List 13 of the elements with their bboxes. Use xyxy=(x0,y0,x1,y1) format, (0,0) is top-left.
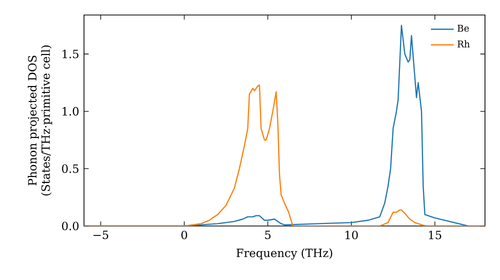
x-tick-label: 10 xyxy=(346,230,358,240)
y-tick-label: 1.0 xyxy=(62,107,79,116)
y-axis-title: Phonon projected DOS (States/THz·primitive cell) xyxy=(28,46,52,196)
x-tick-label: 5 xyxy=(265,230,271,240)
x-tick-label: 15 xyxy=(429,230,442,240)
y-tick-label: 0.5 xyxy=(62,164,78,173)
y-tick-label: 1.5 xyxy=(62,50,78,58)
x-tick-label: 0 xyxy=(181,230,188,240)
x-axis-title: Frequency (THz) xyxy=(236,248,332,260)
legend-label: Be xyxy=(458,24,469,32)
legend-label: Rh xyxy=(458,40,470,48)
y-tick-label: 0.0 xyxy=(62,222,79,230)
x-tick-label: −5 xyxy=(94,230,108,240)
